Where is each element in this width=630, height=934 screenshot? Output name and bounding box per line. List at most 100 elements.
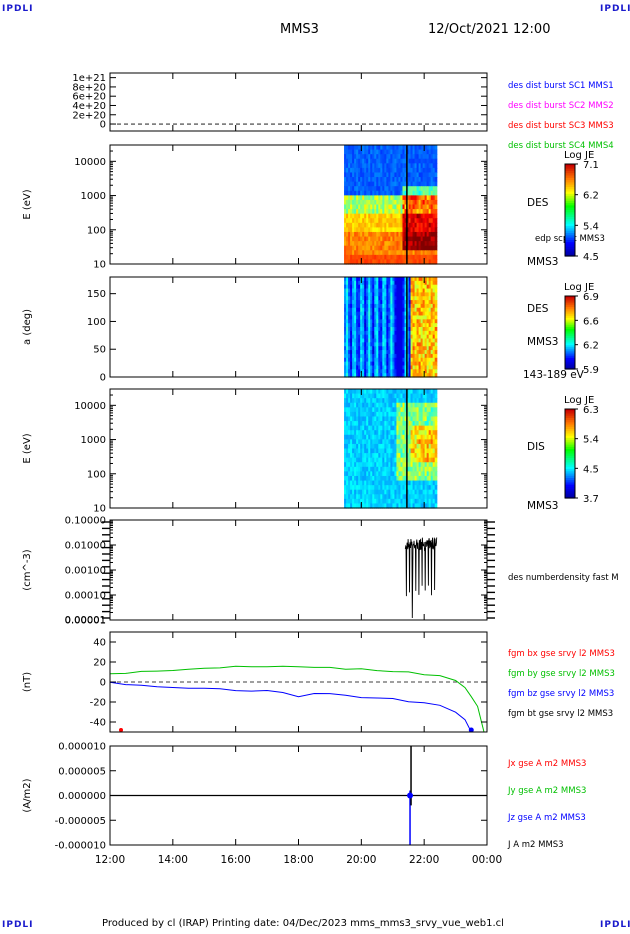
spectrogram-cell [392,471,396,477]
spectrogram-cell [398,227,402,233]
spectrogram-cell [408,393,412,399]
spectrogram-cell [384,457,387,463]
spectrogram-cell [388,303,391,309]
spectrogram-cell [382,489,385,495]
spectrogram-cell [392,466,396,472]
spectrogram-cell [434,177,438,183]
spectrogram-cell [396,149,400,155]
spectrogram-cell [360,236,363,242]
spectrogram-cell [382,350,385,355]
spectrogram-cell [360,407,363,413]
spectrogram-cell [362,402,365,408]
spectrogram-cell [420,218,424,224]
spectrogram-cell [376,319,379,324]
spectrogram-cell [372,315,375,320]
spectrogram-cell [402,177,406,183]
spectrogram-cell [384,323,387,328]
spectrogram-cell [424,145,428,151]
spectrogram-cell [346,172,349,178]
spectrogram-cell [384,190,387,196]
spectrogram-cell [370,365,373,370]
spectrogram-cell [426,462,430,468]
spectrogram-cell [378,145,381,151]
spectrogram-cell [374,327,377,332]
spectrogram-cell [380,323,383,328]
spectrogram-cell [404,245,408,251]
spectrogram-cell [394,353,398,359]
spectrogram-cell [410,307,414,313]
spectrogram-cell [406,448,410,454]
spectrogram-cell [430,353,434,359]
colorbar-title: Log JE [564,395,594,406]
spectrogram-cell [362,222,365,228]
spectrogram-cell [344,250,347,256]
spectrogram-cell [380,213,383,219]
spectrogram-cell [392,241,396,247]
spectrogram-cell [362,319,365,324]
spectrogram-cell [376,398,379,404]
spectrogram-cell [344,154,347,160]
spectrogram-cell [352,181,355,187]
spectrogram-cell [404,254,408,261]
spectrogram-cell [352,430,355,436]
spectrogram-cell [430,411,434,418]
spectrogram-cell [364,280,367,286]
legend-entry: des dist burst SC1 MMS1 [508,81,614,91]
spectrogram-cell [420,199,424,206]
right-label: MMS3 [527,336,558,348]
spectrogram-cell [378,172,381,178]
spectrogram-cell [414,338,418,343]
spectrogram-cell [420,154,424,160]
spectrogram-cell [350,315,353,320]
spectrogram-cell [362,204,365,210]
spectrogram-cell [428,292,432,297]
spectrogram-cell [388,489,391,495]
spectrogram-cell [370,489,373,495]
spectrogram-cell [372,195,375,201]
spectrogram-cell [396,453,400,459]
spectrogram-cell [370,300,373,305]
spectrogram-cell [346,453,349,459]
spectrogram-cell [432,158,436,164]
spectrogram-cell [430,342,434,347]
spectrogram-cell [346,462,349,468]
spectrogram-cell [400,250,404,256]
spectrogram-cell [380,357,383,363]
spectrogram-cell [400,292,404,297]
spectrogram-cell [348,227,351,233]
spectrogram-cell [406,402,410,408]
spectrogram-cell [414,307,418,313]
spectrogram-cell [378,475,381,482]
spectrogram-cell [376,236,379,242]
spectrogram-cell [364,158,367,164]
spectrogram-cell [356,167,359,174]
spectrogram-cell [400,163,404,169]
spectrogram-cell [420,462,424,468]
spectrogram-cell [426,361,430,367]
spectrogram-cell [380,303,383,309]
spectrogram-cell [412,334,416,340]
spectrogram-cell [418,163,422,169]
spectrogram-cell [378,149,381,155]
spectrogram-cell [394,434,398,440]
spectrogram-cell [366,319,369,324]
colorbar-cell [565,321,575,324]
spectrogram-cell [370,163,373,169]
spectrogram-cell [424,503,428,509]
spectrogram-cell [352,330,355,336]
spectrogram-cell [346,245,349,251]
spectrogram-cell [400,186,404,192]
spectrogram-cell [400,407,404,413]
spectrogram-cell [398,471,402,477]
spectrogram-cell [418,485,422,491]
spectrogram-cell [404,373,408,378]
spectrogram-cell [416,319,420,324]
spectrogram-cell [368,177,371,183]
spectrogram-cell [398,145,402,151]
spectrogram-cell [424,149,428,155]
spectrogram-cell [422,411,426,418]
spectrogram-cell [432,489,436,495]
spectrogram-cell [352,346,355,351]
